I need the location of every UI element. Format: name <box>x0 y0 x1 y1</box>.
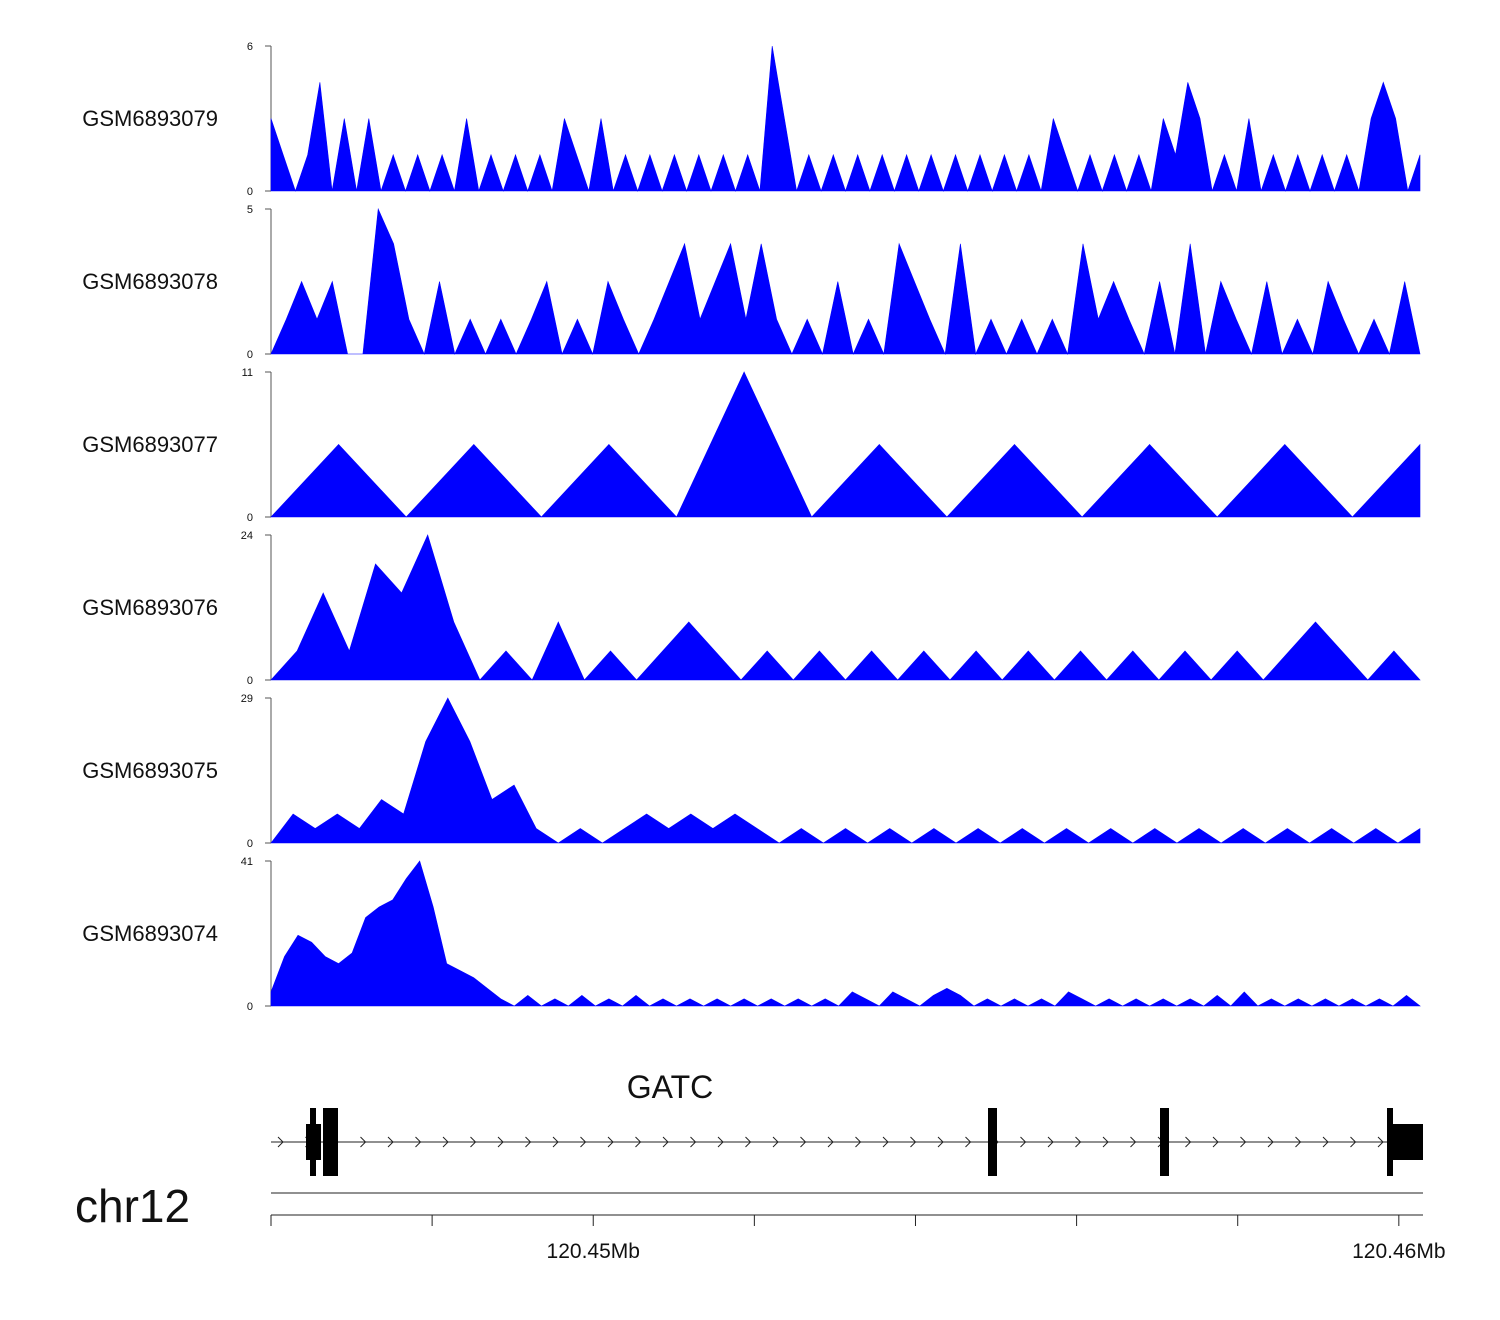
strand-arrow <box>965 1136 972 1148</box>
exon-block <box>306 1124 310 1160</box>
y-tick-label: 11 <box>242 367 253 379</box>
strand-arrow <box>662 1136 669 1148</box>
strand-arrow <box>277 1136 284 1148</box>
track-label: GSM6893078 <box>82 269 218 294</box>
strand-arrow <box>717 1136 724 1148</box>
strand-arrow <box>1102 1136 1109 1148</box>
genomic-axis: chr12 120.45Mb 120.46Mb <box>75 1180 1446 1263</box>
strand-arrow <box>690 1136 697 1148</box>
strand-arrow <box>1047 1136 1054 1148</box>
axis-tick-label: 120.45Mb <box>547 1240 640 1263</box>
y-tick-label: 0 <box>247 675 253 687</box>
y-tick-label: 0 <box>247 1001 253 1013</box>
y-tick-label: 5 <box>247 204 253 216</box>
strand-arrow <box>1350 1136 1357 1148</box>
coverage-area <box>270 207 1421 356</box>
strand-arrow <box>607 1136 614 1148</box>
coverage-area <box>270 45 1421 192</box>
strand-arrow <box>1322 1136 1329 1148</box>
track-GSM6893078: GSM6893078 5 0 <box>82 204 1421 361</box>
strand-arrow <box>1130 1136 1137 1148</box>
axis-tick-label: 120.46Mb <box>1352 1240 1445 1263</box>
track-GSM6893074: GSM6893074 41 0 <box>82 856 1421 1013</box>
y-tick-label: 0 <box>247 186 253 198</box>
strand-arrow <box>360 1136 367 1148</box>
strand-arrow <box>1185 1136 1192 1148</box>
strand-arrow <box>745 1136 752 1148</box>
strand-arrow <box>415 1136 422 1148</box>
y-tick-label: 0 <box>247 838 253 850</box>
strand-arrow <box>1295 1136 1302 1148</box>
y-tick-label: 24 <box>241 530 253 542</box>
strand-arrow <box>1020 1136 1027 1148</box>
strand-arrow <box>1240 1136 1247 1148</box>
strand-arrow <box>1075 1136 1082 1148</box>
strand-arrow <box>635 1136 642 1148</box>
track-label: GSM6893075 <box>82 758 218 783</box>
gene-name-label: GATC <box>627 1069 714 1105</box>
exon-block <box>1387 1108 1393 1176</box>
strand-arrow <box>772 1136 779 1148</box>
coverage-tracks: GSM689307960GSM689307850GSM6893077110GSM… <box>82 41 1421 1013</box>
y-tick-label: 29 <box>241 693 253 705</box>
strand-arrow <box>497 1136 504 1148</box>
track-label: GSM6893079 <box>82 106 218 131</box>
strand-arrow <box>1267 1136 1274 1148</box>
exon-block <box>988 1108 997 1176</box>
strand-arrow <box>442 1136 449 1148</box>
strand-arrow <box>882 1136 889 1148</box>
coverage-area <box>270 371 1421 518</box>
coverage-area <box>270 534 1421 681</box>
strand-arrow <box>827 1136 834 1148</box>
strand-arrow <box>937 1136 944 1148</box>
track-GSM6893079: GSM6893079 6 0 <box>82 41 1421 198</box>
strand-arrow <box>525 1136 532 1148</box>
strand-arrow <box>1212 1136 1219 1148</box>
chromosome-label: chr12 <box>75 1180 190 1232</box>
y-tick-label: 6 <box>247 41 253 53</box>
y-tick-label: 0 <box>247 349 253 361</box>
strand-arrow <box>1377 1136 1384 1148</box>
strand-arrow <box>580 1136 587 1148</box>
strand-arrow <box>855 1136 862 1148</box>
track-label: GSM6893077 <box>82 432 218 457</box>
coverage-area <box>270 697 1421 844</box>
strand-arrow <box>552 1136 559 1148</box>
gene-model-track: GATC <box>271 1069 1423 1176</box>
y-tick-label: 0 <box>247 512 253 524</box>
track-label: GSM6893076 <box>82 595 218 620</box>
track-GSM6893075: GSM6893075 29 0 <box>82 693 1421 850</box>
strand-arrow <box>387 1136 394 1148</box>
exon-block <box>323 1108 338 1176</box>
strand-arrow <box>910 1136 917 1148</box>
coverage-area <box>270 860 1421 1007</box>
exon-block <box>1393 1124 1423 1160</box>
y-tick-label: 41 <box>241 856 253 868</box>
track-GSM6893076: GSM6893076 24 0 <box>82 530 1421 687</box>
exon-block <box>310 1108 316 1176</box>
track-GSM6893077: GSM6893077 11 0 <box>82 367 1421 524</box>
strand-arrow <box>800 1136 807 1148</box>
strand-arrow <box>470 1136 477 1148</box>
track-label: GSM6893074 <box>82 921 218 946</box>
exon-block <box>316 1124 321 1160</box>
exon-block <box>1160 1108 1169 1176</box>
